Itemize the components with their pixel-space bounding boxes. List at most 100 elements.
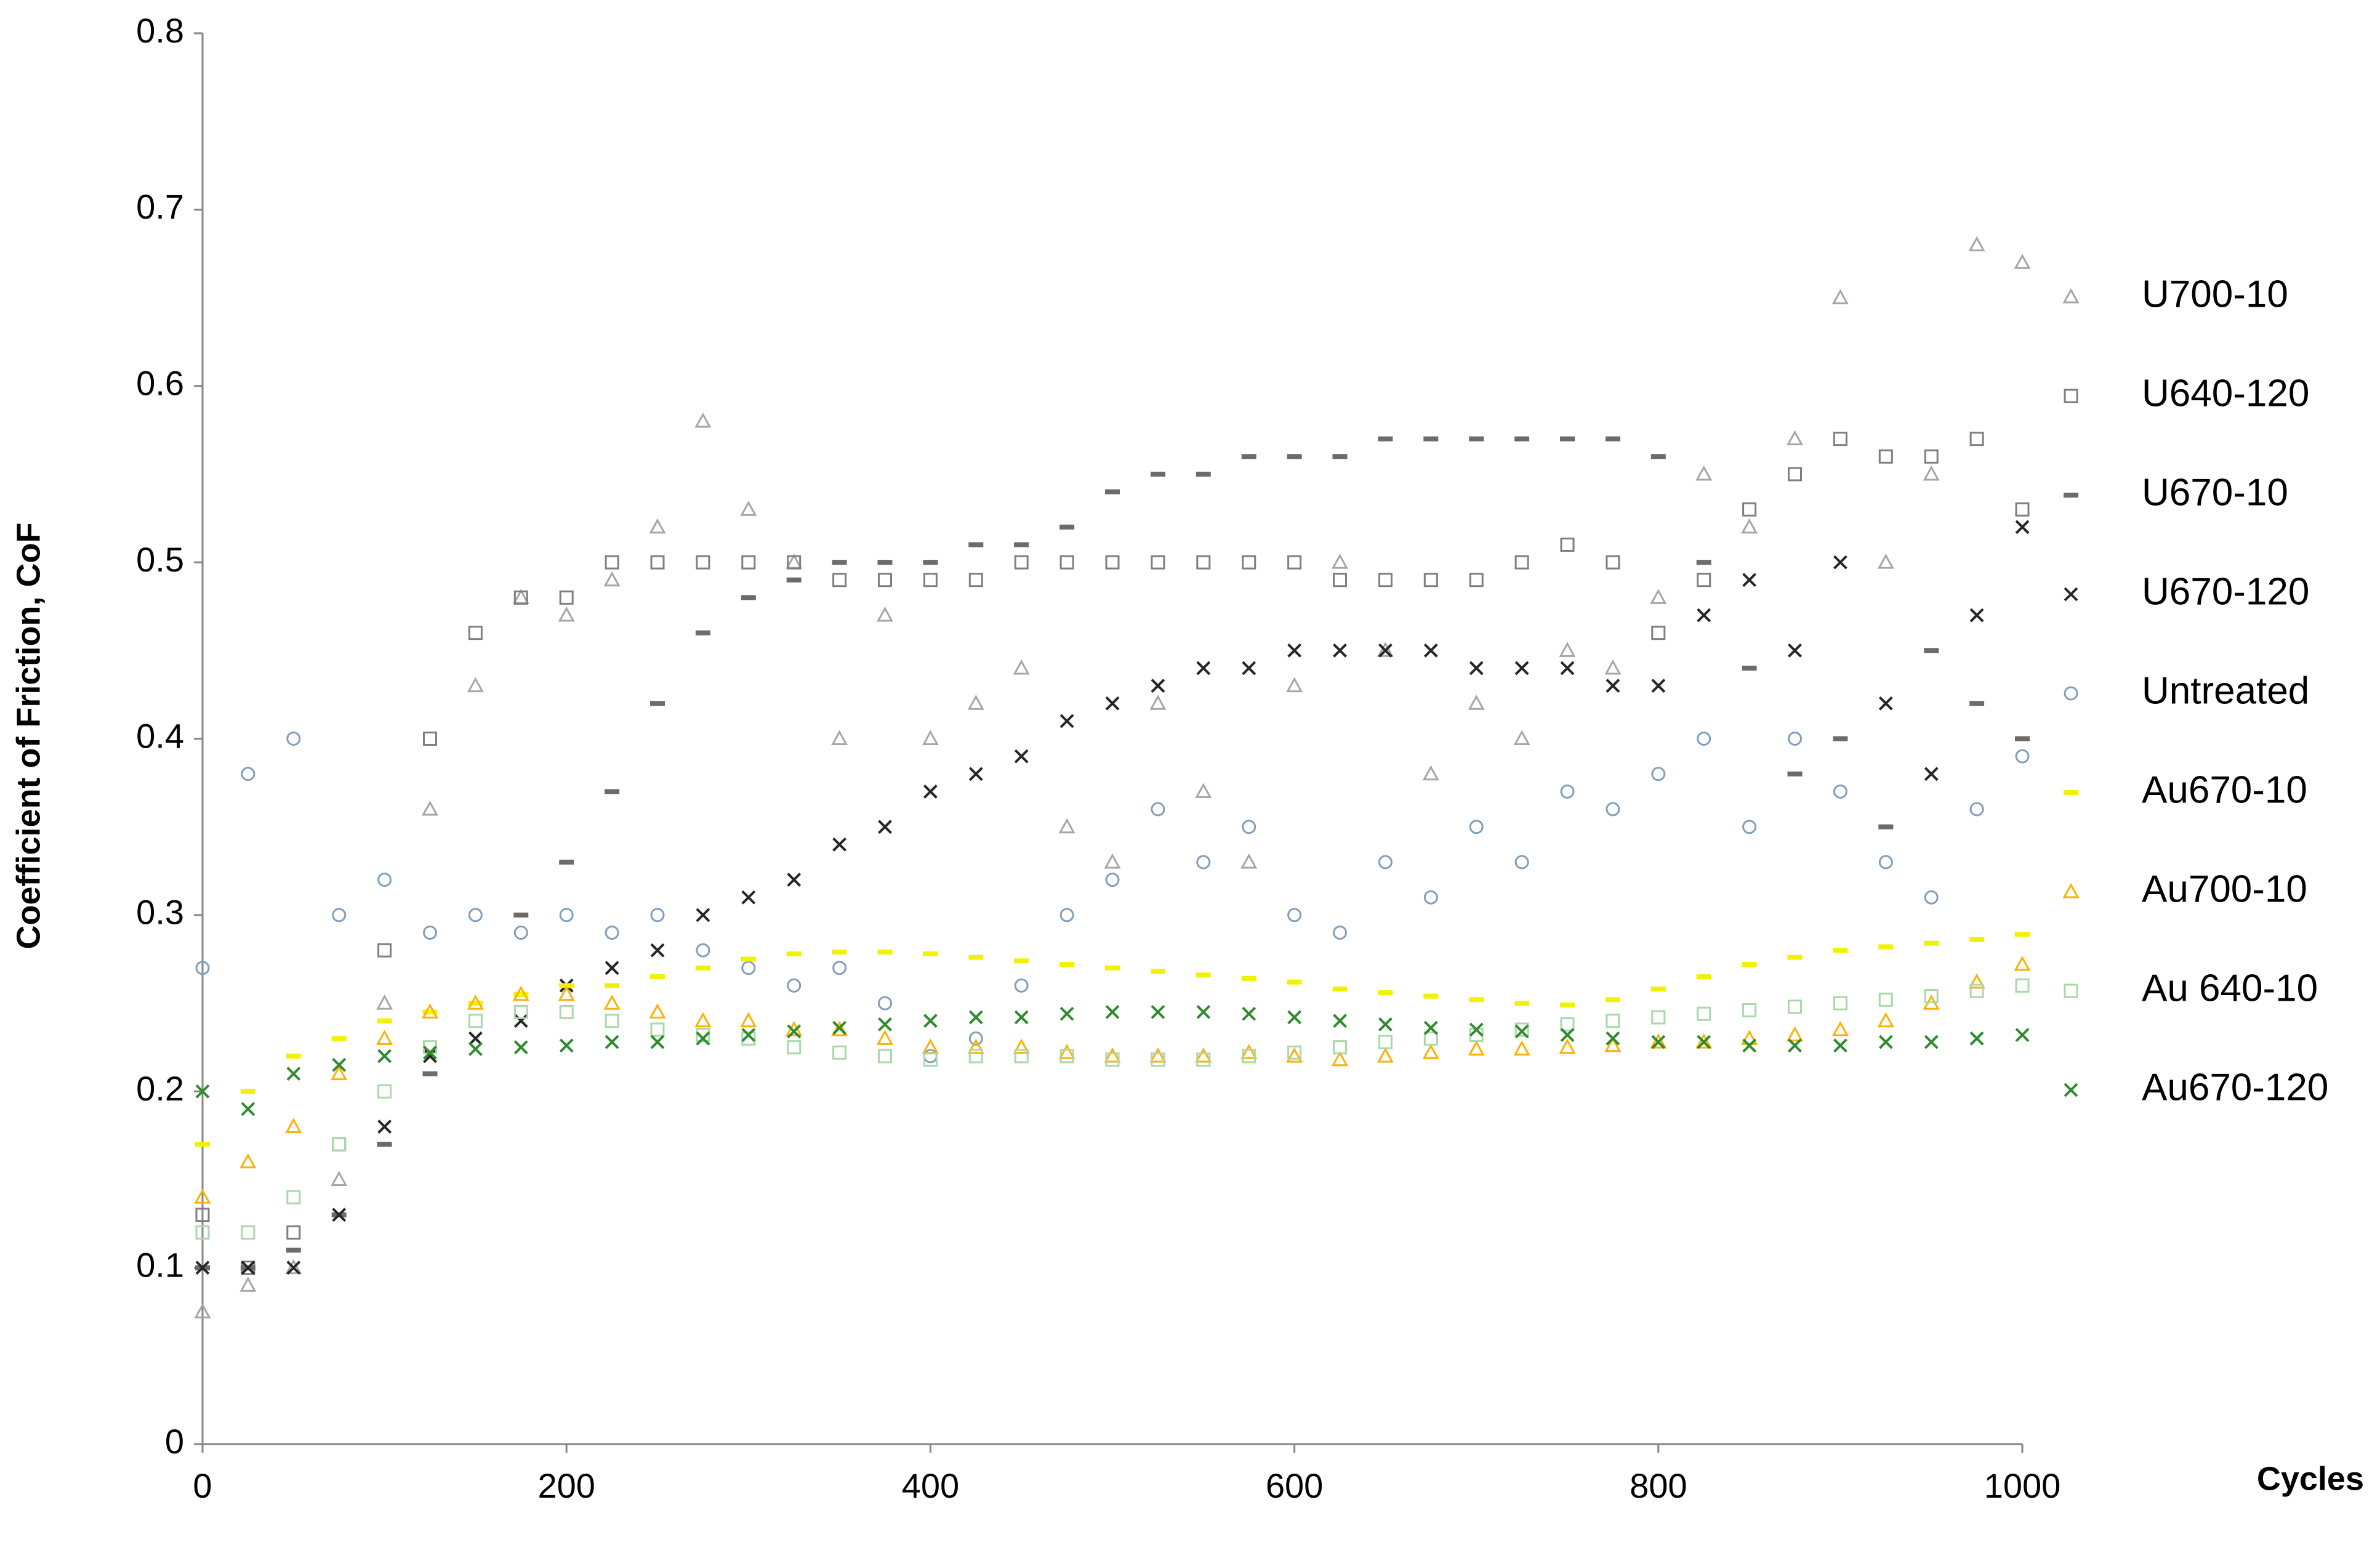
series (195, 1004, 2030, 1116)
data-point (376, 1030, 393, 1045)
legend-label: Au670-120 (2142, 1066, 2328, 1108)
data-point (787, 873, 802, 887)
series (195, 978, 2030, 1240)
data-point (558, 985, 575, 1001)
data-point (1560, 661, 1575, 676)
series (194, 955, 2031, 1204)
data-point (832, 950, 847, 955)
data-point (1059, 714, 1074, 729)
data-point (968, 1049, 983, 1064)
data-point (1833, 784, 1847, 799)
data-point (1195, 783, 1212, 798)
data-point (1469, 573, 1484, 587)
data-point (377, 1120, 392, 1134)
data-point (422, 1071, 438, 1076)
data-point (1469, 820, 1484, 834)
legend-marker (2064, 389, 2078, 403)
data-point (2015, 978, 2030, 993)
legend-marker (2064, 790, 2078, 795)
data-point (605, 1014, 619, 1028)
data-point (1650, 454, 1666, 459)
data-point (1697, 732, 1711, 746)
data-point (332, 1208, 347, 1222)
data-point (1969, 1031, 1984, 1046)
data-point (741, 555, 756, 570)
data-point (241, 1225, 255, 1240)
data-point (1742, 1038, 1757, 1053)
data-point (1469, 436, 1484, 442)
data-point (1240, 853, 1258, 869)
data-point (1105, 696, 1120, 711)
data-point (831, 1020, 848, 1036)
data-point (286, 1261, 301, 1275)
legend-marker (2064, 983, 2078, 998)
data-point (1013, 659, 1030, 675)
x-tick-label: 800 (1630, 1466, 1687, 1505)
y-tick-label: 0.5 (136, 540, 184, 579)
data-point (1606, 1031, 1620, 1046)
data-point (1877, 1012, 1894, 1028)
x-tick-label: 600 (1266, 1466, 1323, 1505)
data-point (1788, 732, 1802, 746)
data-point (1469, 1022, 1484, 1037)
data-point (694, 412, 712, 428)
data-point (1923, 465, 1940, 481)
data-point (605, 555, 619, 570)
y-tick-label: 0.3 (136, 893, 184, 932)
data-point (741, 1031, 756, 1046)
data-point (1151, 802, 1165, 817)
data-point (1513, 730, 1530, 745)
data-point (1833, 948, 1848, 953)
data-point (922, 730, 939, 745)
data-point (1924, 890, 1939, 905)
legend-marker (2064, 587, 2078, 602)
data-point (331, 1171, 348, 1186)
legend-label: Au670-10 (2142, 769, 2307, 811)
data-point (1058, 818, 1075, 834)
series (195, 520, 2030, 1275)
data-point (1605, 436, 1620, 442)
data-point (1788, 643, 1802, 658)
series (195, 732, 2030, 1064)
data-point (832, 1020, 847, 1035)
data-point (1014, 1049, 1029, 1064)
data-point (286, 732, 301, 746)
data-point (1332, 987, 1348, 992)
data-point (650, 974, 665, 980)
data-point (1104, 1047, 1121, 1063)
data-point (1788, 1038, 1802, 1053)
data-point (1059, 962, 1075, 967)
data-point (1742, 665, 1757, 671)
data-point (1924, 449, 1939, 464)
data-point (1559, 642, 1576, 657)
legend-label: Au 640-10 (2142, 967, 2318, 1009)
data-point (195, 1261, 210, 1275)
data-point (195, 1084, 210, 1099)
data-point (1833, 1038, 1847, 1053)
data-point (1969, 701, 1985, 706)
data-point (286, 1247, 301, 1253)
data-point (1422, 765, 1439, 781)
data-point (1742, 573, 1757, 587)
data-point (1651, 679, 1666, 693)
data-point (1377, 642, 1394, 657)
data-point (194, 1188, 211, 1204)
data-point (650, 1022, 665, 1037)
data-point (1877, 554, 1894, 569)
data-point (968, 542, 984, 547)
data-point (241, 1261, 255, 1275)
data-point (1242, 1049, 1256, 1064)
data-point (1105, 555, 1120, 570)
data-point (1423, 573, 1438, 587)
data-point (1514, 436, 1530, 442)
data-point (1969, 432, 1984, 446)
data-point (1196, 1052, 1211, 1067)
data-point (421, 800, 439, 816)
data-point (423, 1045, 437, 1060)
data-point (786, 951, 802, 956)
data-point (1242, 820, 1256, 834)
y-tick-label: 0.8 (136, 11, 184, 50)
data-point (923, 951, 938, 956)
data-point (377, 1084, 392, 1099)
data-point (1650, 987, 1666, 992)
